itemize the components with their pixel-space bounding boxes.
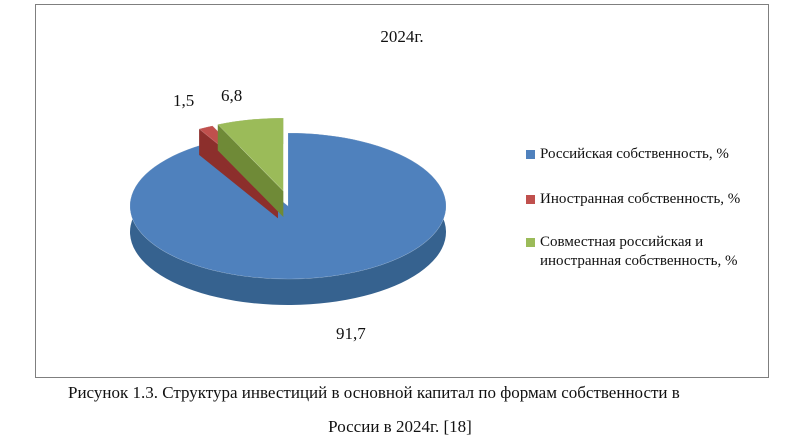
legend-item-russian: Российская собственность, % <box>526 145 766 164</box>
legend-item-joint: Совместная российская и иностранная собс… <box>526 233 766 271</box>
data-label-russian: 91,7 <box>336 324 366 343</box>
pie-slice-russian <box>129 132 447 280</box>
legend-swatch-foreign <box>526 195 535 204</box>
legend-label-foreign: Иностранная собственность, % <box>540 191 741 207</box>
legend-swatch-russian <box>526 150 535 159</box>
legend-label-joint: Совместная российская и иностранная собс… <box>540 234 738 269</box>
pie-slice-joint <box>217 117 284 192</box>
data-label-joint: 6,8 <box>221 86 242 105</box>
legend-swatch-joint <box>526 238 535 247</box>
figure-caption-line2: России в 2024г. [18] <box>328 417 472 436</box>
legend-label-russian: Российская собственность, % <box>540 146 729 162</box>
pie-slice-wall-joint <box>217 124 284 217</box>
legend-item-foreign: Иностранная собственность, % <box>526 190 766 209</box>
figure-caption-line1: Рисунок 1.3. Структура инвестиций в осно… <box>68 383 680 402</box>
pie-chart: 91,7 1,5 6,8 <box>129 86 447 343</box>
chart-legend: Российская собственность, % Иностранная … <box>526 145 766 297</box>
data-label-foreign: 1,5 <box>173 91 194 110</box>
chart-title: 2024г. <box>380 27 424 46</box>
chart-frame: 2024г. 91,7 1,5 6,8 Российская собственнос… <box>35 4 769 378</box>
